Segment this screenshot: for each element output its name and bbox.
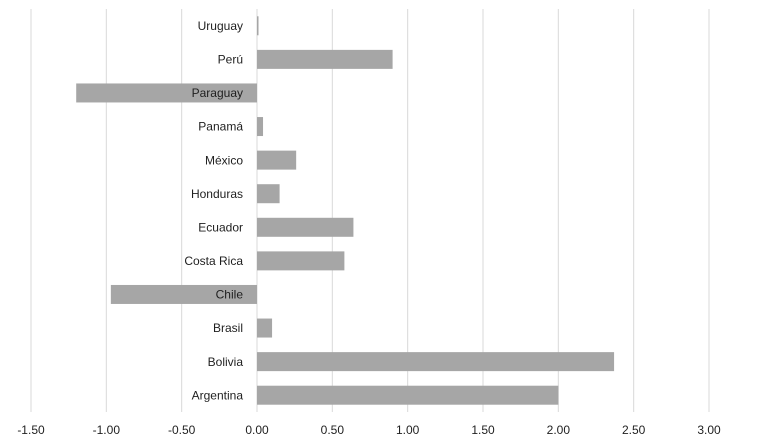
x-tick-label: 2.00	[547, 423, 571, 437]
bar	[76, 83, 257, 103]
bar	[257, 318, 273, 338]
category-label: Brasil	[213, 321, 243, 335]
category-label: Perú	[218, 53, 243, 67]
bar	[257, 352, 615, 372]
category-label: Panamá	[198, 120, 243, 134]
x-tick-label: 0.50	[321, 423, 345, 437]
bar	[257, 150, 297, 170]
x-tick-label: 1.50	[471, 423, 495, 437]
category-label: Honduras	[191, 187, 243, 201]
x-tick-label: 1.00	[396, 423, 420, 437]
bar	[257, 16, 259, 36]
category-label: Paraguay	[192, 86, 243, 100]
category-label: Uruguay	[198, 19, 243, 33]
grid-layer	[30, 9, 710, 412]
bar	[257, 385, 559, 405]
x-tick-label: -0.50	[168, 423, 196, 437]
x-tick-label: 2.50	[622, 423, 646, 437]
category-label: Bolivia	[208, 355, 244, 369]
x-tick-label: -1.00	[93, 423, 121, 437]
category-label: Ecuador	[198, 220, 243, 234]
bar	[110, 284, 257, 304]
category-label: Costa Rica	[184, 254, 243, 268]
x-tick-label: -1.50	[17, 423, 45, 437]
x-tick-label: 3.00	[697, 423, 721, 437]
x-tick-layer: -1.50 -1.00 -0.50 0.00 0.50 1.00 1.50 2.00 2.50 3…	[17, 423, 721, 437]
category-label: Chile	[216, 288, 244, 302]
bar	[257, 184, 280, 204]
category-label: México	[205, 153, 243, 167]
bar	[257, 117, 264, 137]
x-tick-label: 0.00	[245, 423, 269, 437]
bar	[257, 217, 354, 237]
category-label-layer: Uruguay Perú Paraguay Panamá México Honduras E…	[184, 19, 243, 402]
bar-layer	[76, 16, 615, 405]
bar	[257, 251, 345, 271]
bar	[257, 49, 393, 69]
category-label: Argentina	[192, 388, 244, 402]
